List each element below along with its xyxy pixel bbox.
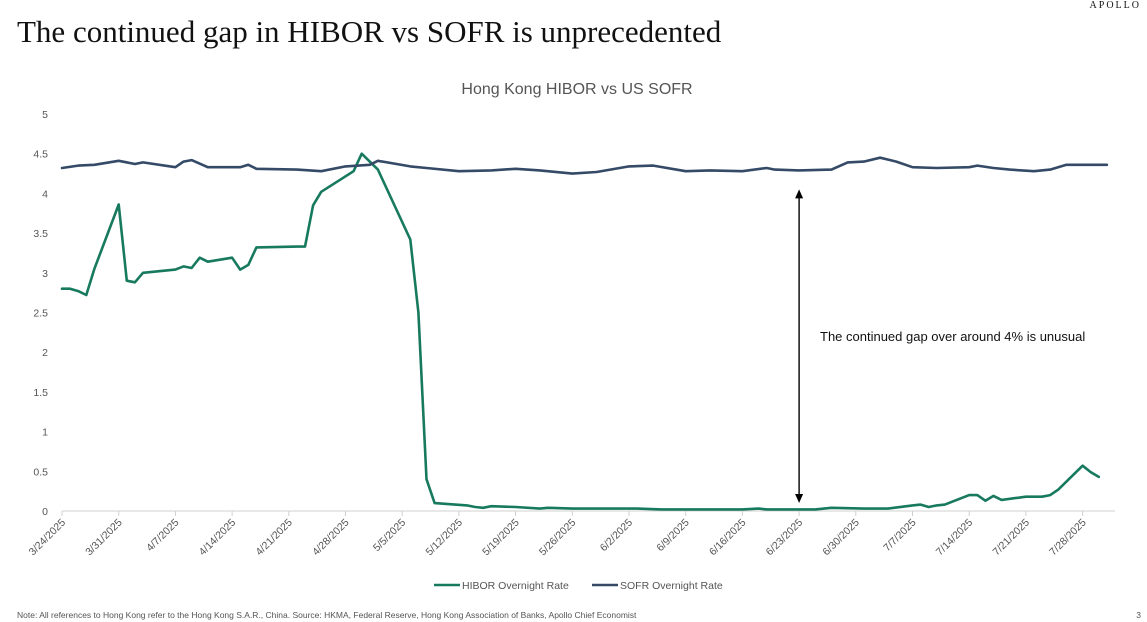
brand-logo: APOLLO — [1089, 0, 1141, 11]
y-axis: 0 0.5 1 1.5 2 2.5 3 3.5 4 4.5 5 — [33, 109, 48, 518]
annotation: The continued gap over around 4% is unus… — [795, 189, 1085, 504]
hibor-series-line — [60, 152, 1101, 511]
x-tick-label: 4/28/2025 — [310, 517, 352, 559]
legend-hibor-label: HIBOR Overnight Rate — [462, 580, 569, 592]
x-tick-label: 5/12/2025 — [424, 517, 466, 559]
y-tick-label: 3 — [42, 268, 48, 280]
annotation-arrowhead-top — [795, 189, 804, 199]
x-tick-label: 6/23/2025 — [764, 517, 806, 559]
x-tick-label: 5/19/2025 — [480, 517, 522, 559]
legend-sofr-label: SOFR Overnight Rate — [620, 580, 723, 592]
series-layer — [60, 152, 1109, 511]
x-tick-label: 7/14/2025 — [934, 517, 976, 559]
x-tick-label: 6/2/2025 — [598, 517, 635, 554]
y-tick-label: 0.5 — [33, 466, 48, 478]
annotation-arrowhead-bottom — [795, 494, 804, 504]
y-tick-label: 5 — [42, 109, 48, 121]
x-tick-label: 7/7/2025 — [881, 517, 918, 554]
line-chart: Hong Kong HIBOR vs US SOFR 0 0.5 1 1.5 2 2.5 3… — [27, 81, 1115, 592]
x-tick-label: 6/30/2025 — [820, 517, 862, 559]
legend: HIBOR Overnight Rate SOFR Overnight Rate — [434, 580, 723, 592]
y-tick-label: 2 — [42, 347, 48, 359]
x-tick-label: 4/21/2025 — [253, 517, 295, 559]
x-tick-label: 7/28/2025 — [1047, 517, 1089, 559]
x-tick-label: 4/7/2025 — [144, 517, 181, 554]
y-tick-label: 2.5 — [33, 308, 48, 320]
chart-title: Hong Kong HIBOR vs US SOFR — [461, 81, 692, 98]
y-tick-label: 4.5 — [33, 149, 48, 161]
sofr-series-line — [60, 156, 1109, 175]
y-tick-label: 4 — [42, 188, 48, 200]
x-tick-label: 3/31/2025 — [83, 517, 125, 559]
x-tick-label: 7/21/2025 — [991, 517, 1033, 559]
x-tick-label: 5/5/2025 — [371, 517, 408, 554]
x-axis: 3/24/2025 3/31/2025 4/7/2025 4/14/2025 4/21/… — [27, 510, 1115, 559]
annotation-text: The continued gap over around 4% is unus… — [820, 329, 1085, 344]
x-tick-label: 6/9/2025 — [654, 517, 691, 554]
x-tick-label: 3/24/2025 — [27, 517, 69, 559]
y-tick-label: 3.5 — [33, 228, 48, 240]
x-tick-label: 5/26/2025 — [537, 517, 579, 559]
page-headline: The continued gap in HIBOR vs SOFR is un… — [17, 14, 722, 49]
x-tick-label: 4/14/2025 — [197, 517, 239, 559]
y-tick-label: 1.5 — [33, 387, 48, 399]
y-tick-label: 0 — [42, 506, 48, 518]
y-tick-label: 1 — [42, 427, 48, 439]
source-footnote: Note: All references to Hong Kong refer … — [17, 610, 637, 620]
page-number: 3 — [1136, 610, 1141, 620]
x-tick-label: 6/16/2025 — [707, 517, 749, 559]
